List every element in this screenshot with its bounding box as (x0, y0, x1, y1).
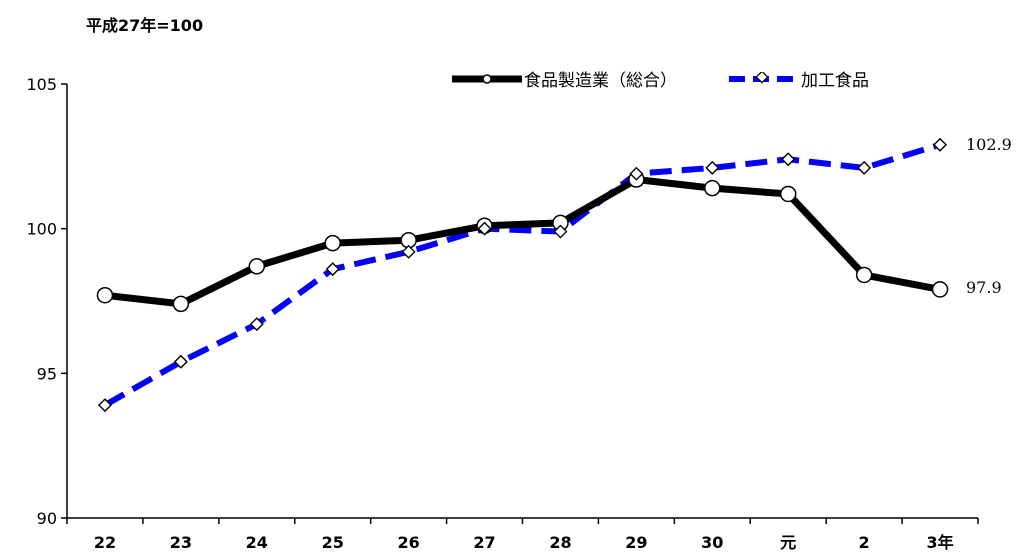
data-point-food-manufacturing (704, 179, 721, 197)
chart-series (96, 137, 949, 413)
data-point-kakou (705, 160, 720, 175)
y-tick-label: 95 (37, 364, 57, 383)
data-point-kakou (325, 262, 340, 277)
legend-item-series2: 加工食品 (727, 66, 869, 91)
data-point-kakou (249, 317, 264, 332)
data-point-food-manufacturing (855, 266, 873, 284)
data-point-food-manufacturing (172, 295, 190, 313)
series-line-food-manufacturing (104, 175, 941, 308)
chart-axes: 90 95 100 105 22 23 24 25 26 27 28 29 30 元 2 3年 (26, 75, 979, 552)
x-tick-label: 25 (322, 533, 344, 552)
legend-swatch-solid (452, 73, 522, 84)
x-tick-label: 元 (780, 533, 796, 552)
data-point-food-manufacturing (779, 185, 797, 203)
x-tick-label: 28 (549, 533, 571, 552)
data-point-kakou (781, 152, 796, 167)
x-tick-label: 26 (397, 533, 419, 552)
data-point-kakou (173, 354, 188, 369)
end-label-series2: 102.9 (966, 135, 1012, 154)
legend-label-series2: 加工食品 (801, 71, 869, 91)
data-point-food-manufacturing (248, 258, 266, 275)
y-tick-label: 100 (26, 220, 57, 239)
data-point-kakou (933, 137, 948, 152)
x-tick-label: 30 (701, 533, 723, 552)
data-point-food-manufacturing (96, 286, 114, 304)
data-point-kakou (629, 166, 644, 181)
end-label-series1: 97.9 (966, 278, 1002, 297)
x-tick-label: 24 (246, 533, 268, 552)
x-tick-label: 22 (94, 533, 116, 552)
x-tick-label: 23 (170, 533, 192, 552)
unit-note: 平成27年=100 (86, 16, 204, 35)
data-point-kakou (857, 160, 872, 175)
x-tick-label: 2 (859, 533, 870, 552)
x-tick-label: 29 (625, 533, 647, 552)
data-point-kakou (553, 224, 568, 239)
data-point-kakou (401, 244, 416, 259)
data-point-kakou (477, 221, 492, 236)
x-tick-label: 27 (473, 533, 495, 552)
y-tick-label: 105 (26, 75, 57, 94)
legend-label-series1: 食品製造業（総合） (524, 71, 677, 91)
x-tick-label: 3年 (926, 533, 953, 552)
y-tick-label: 90 (37, 509, 57, 528)
legend-item-series1: 食品製造業（総合） (450, 66, 677, 91)
series-line-kakou (103, 141, 941, 408)
data-point-food-manufacturing (324, 234, 341, 252)
data-point-food-manufacturing (931, 281, 949, 298)
data-point-kakou (97, 398, 112, 413)
legend-swatch-dashed (729, 71, 799, 84)
